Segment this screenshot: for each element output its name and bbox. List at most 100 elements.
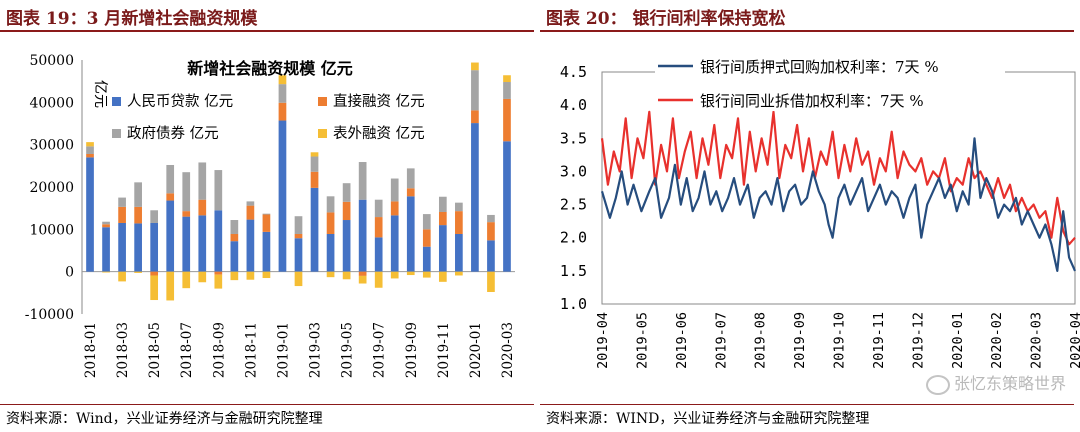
bar-segment	[278, 102, 287, 121]
bar-segment	[406, 168, 415, 189]
y-tick-label: 50000	[29, 53, 74, 69]
y-tick-label: 4.0	[560, 96, 587, 114]
bar-segment	[198, 271, 207, 283]
bar-segment	[166, 193, 175, 201]
legend-label: 表外融资 亿元	[333, 125, 425, 142]
bar-segment	[86, 157, 94, 272]
bar-segment	[278, 84, 287, 103]
bar-segment	[487, 240, 495, 272]
bar-segment	[455, 202, 463, 212]
x-tick-label: 2020-02	[989, 312, 1005, 369]
bar-segment	[374, 237, 383, 272]
x-tick-label: 2020-01	[468, 322, 484, 378]
chart-title: 新增社会融资规模 亿元	[187, 59, 353, 78]
bar-segment	[102, 227, 110, 272]
title-rule	[0, 30, 534, 32]
x-tick-label: 2020-04	[1068, 312, 1080, 369]
bar-segment	[214, 170, 223, 211]
source-rule	[540, 404, 1074, 405]
bar-segment	[406, 271, 415, 276]
bar-segment	[358, 275, 367, 284]
bar-segment	[310, 171, 319, 188]
bar-segment	[422, 214, 431, 230]
bar-segment	[438, 211, 447, 226]
title-rule	[540, 30, 1074, 32]
bar-segment	[134, 206, 142, 224]
bar-chart: -10000 0 10000 20000 30000 40000 50000 亿元 2018-0…	[25, 53, 516, 378]
bar-segment	[86, 153, 94, 158]
bar-segment	[503, 82, 511, 99]
x-tick-label: 2020-03	[500, 322, 516, 378]
bar-segment	[374, 271, 383, 288]
y-tick-label: 0	[65, 265, 74, 281]
bar-segment	[310, 156, 319, 172]
x-tick-label: 2018-09	[211, 322, 227, 378]
bar-segment	[374, 199, 383, 218]
line-axes: 1.0 1.5 2.0 2.5 3.0 3.5 4.0 4.5 2019-04 2019-05 20…	[560, 63, 1080, 369]
bar-segment	[406, 188, 415, 197]
bar-segment	[358, 271, 367, 276]
bar-segment	[246, 271, 255, 280]
x-tick-label: 2019-09	[792, 312, 808, 369]
bar-segment	[326, 212, 335, 234]
bar-segment	[118, 206, 126, 223]
bar-segment	[422, 229, 431, 247]
x-tick-label: 2019-04	[595, 312, 611, 369]
bar-segment	[230, 271, 239, 281]
bar-segment	[278, 75, 287, 85]
legend-label: 人民币贷款 亿元	[127, 93, 233, 110]
legend-label: 银行间质押式回购加权利率：7天 %	[700, 58, 939, 76]
bar-segment	[471, 123, 479, 272]
bar-segment	[246, 219, 255, 272]
y-tick-label: 30000	[29, 138, 74, 154]
bar-segment	[438, 225, 447, 272]
y-tick-label: 40000	[29, 95, 74, 111]
bar-segment	[246, 205, 255, 220]
x-tick-label: 2020-03	[1029, 312, 1045, 369]
bar-segment	[246, 201, 255, 206]
bar-segment	[166, 271, 175, 301]
x-tick-label: 2018-03	[115, 322, 131, 378]
figure-title: 图表 20： 银行间利率保持宽松	[546, 9, 786, 29]
bar-segment	[390, 201, 399, 216]
bar-segment	[294, 216, 303, 234]
bar-segment	[182, 216, 191, 272]
bar-segment	[262, 231, 271, 272]
x-tick-label: 2019-01	[275, 322, 291, 378]
bar-segment	[150, 210, 159, 223]
bar-segment	[358, 199, 367, 272]
x-tick-label: 2018-05	[147, 322, 163, 378]
bar-segment	[182, 211, 191, 217]
legend-bg	[655, 55, 1005, 77]
bar-segment	[310, 152, 319, 157]
y-tick-label: 2.5	[560, 196, 587, 214]
bar-segment	[150, 222, 159, 272]
bar-segment	[455, 233, 463, 272]
source-note: 资料来源：WIND，兴业证券经济与金融研究院整理	[546, 411, 870, 427]
watermark-text: 张忆东策略世界	[953, 374, 1066, 393]
bar-segment	[374, 217, 383, 238]
series-line	[600, 110, 1076, 246]
bar-segment	[86, 146, 94, 154]
bar-segment	[262, 271, 271, 279]
bar-segment	[310, 187, 319, 272]
x-tick-label: 2018-07	[179, 322, 195, 378]
bar-segment	[294, 271, 303, 287]
bar-segment	[390, 271, 399, 279]
bar-segment	[214, 271, 223, 275]
bar-segment	[503, 141, 511, 272]
bar-segment	[342, 271, 351, 280]
legend-label: 政府债券 亿元	[127, 125, 219, 142]
bar-segment	[326, 271, 335, 278]
bar-segment	[182, 271, 191, 289]
line-legend: 银行间质押式回购加权利率：7天 % 银行间同业拆借加权利率：7天 %	[655, 55, 1005, 111]
bar-segment	[342, 220, 351, 272]
bar-segment	[326, 196, 335, 213]
bar-segment	[438, 196, 447, 212]
line-chart: 1.0 1.5 2.0 2.5 3.0 3.5 4.0 4.5 2019-04 2019-05 20…	[560, 55, 1080, 369]
bar-segment	[230, 241, 239, 272]
bar-segment	[471, 62, 479, 71]
bar-segment	[262, 213, 271, 215]
bar-segment	[182, 172, 191, 212]
watermark: 张忆东策略世界	[925, 370, 1066, 395]
